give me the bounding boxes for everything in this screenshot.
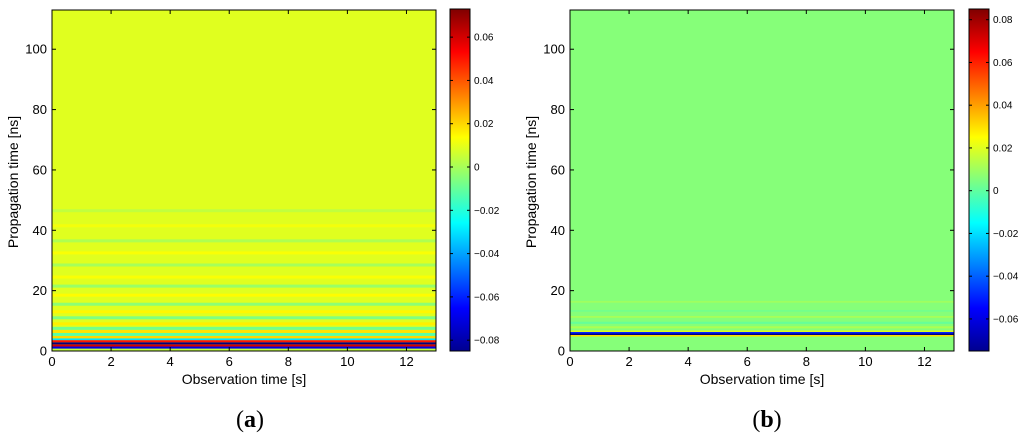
- heatmap-band: [570, 333, 954, 336]
- heatmap-band: [570, 300, 954, 303]
- heatmap-band: [52, 326, 436, 330]
- y-tick-label: 80: [33, 102, 47, 117]
- colorbar-tick-label: 0.06: [474, 33, 494, 44]
- heatmap-a: [51, 9, 437, 352]
- x-axis-label-a: Observation time [s]: [182, 371, 307, 387]
- heatmap-band: [52, 284, 436, 288]
- colorbar-a: −0.08 −0.06 −0.04 −0.02 0 0.02 0.04 0.06: [449, 8, 500, 352]
- heatmap-band: [52, 322, 436, 326]
- colorbar-tick-label: 0.02: [993, 143, 1013, 154]
- x-tick-label: 6: [744, 354, 751, 369]
- colorbar-tick-label: −0.02: [993, 229, 1019, 240]
- colorbar-tick-label: −0.06: [474, 292, 500, 303]
- colorbar-tick-label: 0.04: [474, 76, 494, 87]
- x-axis-label-b: Observation time [s]: [700, 371, 825, 387]
- heatmap-band: [52, 293, 436, 297]
- heatmap-band: [52, 329, 436, 333]
- x-tick-label: 8: [803, 354, 810, 369]
- heatmap-band: [570, 315, 954, 318]
- y-tick-label: 80: [551, 102, 565, 117]
- heatmap-background: [52, 10, 436, 351]
- colorbar-gradient: [968, 8, 990, 352]
- y-axis-label-b: Propagation time [ns]: [523, 116, 539, 248]
- heatmap-band: [52, 335, 436, 339]
- y-axis-label-a: Propagation time [ns]: [5, 116, 21, 248]
- heatmap-band: [52, 302, 436, 306]
- heatmap-band: [570, 330, 954, 332]
- x-tick-label: 12: [399, 354, 413, 369]
- x-tick-label: 8: [285, 354, 292, 369]
- colorbar-b: −0.06 −0.04 −0.02 0 0.02 0.04 0.06 0.08: [968, 8, 1019, 352]
- heatmap-band: [52, 316, 436, 320]
- heatmap-band: [52, 332, 436, 336]
- y-tick-label: 60: [33, 162, 47, 177]
- colorbar-tick-label: −0.02: [474, 206, 500, 217]
- plot-frame: [569, 9, 955, 352]
- y-tick-label: 20: [551, 283, 565, 298]
- x-tick-label: 0: [566, 354, 573, 369]
- heatmap-band: [52, 338, 436, 341]
- x-axis-ticks-b: 0 2 4 6 8 10 12: [566, 10, 932, 369]
- colorbar-tick-label: −0.04: [474, 249, 500, 260]
- colorbar-tick-label: 0.08: [993, 15, 1013, 26]
- heatmap-band: [52, 209, 436, 213]
- heatmap-background: [570, 10, 954, 351]
- panel-b: 0 2 4 6 8 10 12 0 20 40 60 80 100 Observation time …: [523, 8, 1019, 433]
- x-tick-label: 4: [167, 354, 174, 369]
- plot-frame: [51, 9, 437, 352]
- x-tick-label: 2: [107, 354, 114, 369]
- y-axis-ticks-a: 0 20 40 60 80 100: [25, 42, 436, 359]
- heatmap-band: [52, 239, 436, 243]
- y-tick-label: 60: [551, 162, 565, 177]
- colorbar-tick-label: 0: [993, 186, 999, 197]
- heatmap-band: [52, 348, 436, 351]
- heatmap-band: [570, 309, 954, 312]
- heatmap-band: [570, 335, 954, 337]
- x-tick-label: 12: [917, 354, 931, 369]
- colorbar-tick-label: −0.06: [993, 314, 1019, 325]
- y-tick-label: 100: [543, 42, 565, 57]
- heatmap-band: [52, 340, 436, 343]
- colorbar-tick-label: −0.08: [474, 336, 500, 347]
- caption-b: (b): [752, 407, 781, 433]
- x-tick-label: 0: [48, 354, 55, 369]
- y-axis-ticks-b: 0 20 40 60 80 100: [543, 42, 954, 359]
- heatmap-band: [52, 251, 436, 255]
- heatmap-band: [52, 342, 436, 345]
- heatmap-band: [52, 263, 436, 267]
- panel-a: 0 2 4 6 8 10 12 0 20 40 60 80 100 Observation time …: [5, 8, 500, 433]
- colorbar-tick-label: 0.02: [474, 119, 494, 130]
- colorbar-tick-label: −0.04: [993, 272, 1019, 283]
- x-tick-label: 2: [625, 354, 632, 369]
- x-tick-label: 10: [340, 354, 354, 369]
- heatmap-band: [52, 310, 436, 314]
- heatmap-band: [570, 321, 954, 324]
- heatmap-band: [570, 326, 954, 329]
- heatmap-band: [570, 331, 954, 334]
- heatmap-band: [52, 344, 436, 347]
- colorbar-tick-label: 0.06: [993, 58, 1013, 69]
- colorbar-gradient: [449, 8, 471, 352]
- x-axis-ticks-a: 0 2 4 6 8 10 12: [48, 10, 414, 369]
- heatmap-band: [52, 346, 436, 349]
- caption-a: (a): [236, 407, 264, 433]
- x-tick-label: 4: [685, 354, 692, 369]
- y-tick-label: 0: [558, 344, 565, 359]
- heatmap-band: [52, 224, 436, 228]
- colorbar-tick-label: 0.04: [993, 101, 1013, 112]
- x-tick-label: 10: [858, 354, 872, 369]
- y-tick-label: 20: [33, 283, 47, 298]
- y-tick-label: 40: [551, 223, 565, 238]
- y-tick-label: 40: [33, 223, 47, 238]
- heatmap-band: [52, 275, 436, 279]
- heatmap-b: [569, 9, 955, 352]
- y-tick-label: 100: [25, 42, 47, 57]
- x-tick-label: 6: [226, 354, 233, 369]
- y-tick-label: 0: [40, 344, 47, 359]
- colorbar-tick-label: 0: [474, 163, 480, 174]
